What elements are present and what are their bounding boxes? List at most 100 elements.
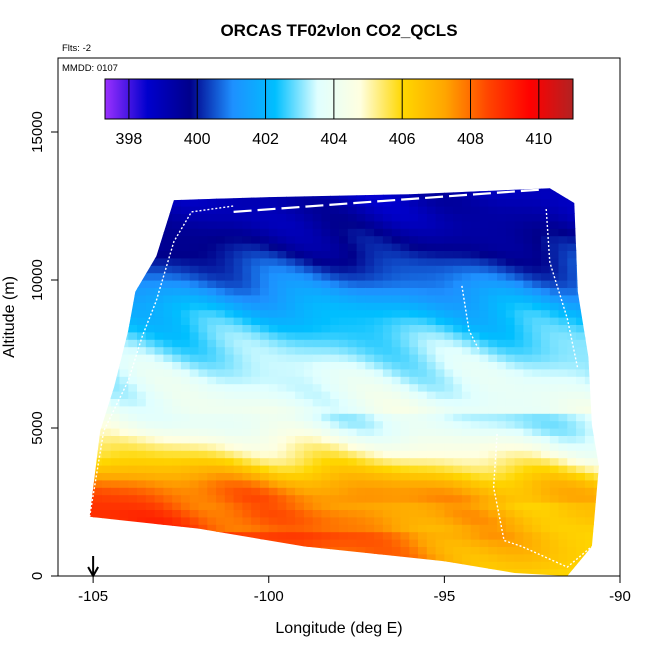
heatmap-cell bbox=[163, 302, 173, 311]
heatmap-cell bbox=[321, 346, 331, 355]
heatmap-cell bbox=[347, 243, 358, 251]
heatmap-cell bbox=[128, 457, 138, 466]
heatmap-cell bbox=[374, 428, 384, 436]
heatmap-cell bbox=[567, 309, 577, 318]
heatmap-cell bbox=[541, 376, 551, 385]
heatmap-cell bbox=[470, 294, 481, 303]
heatmap-cell bbox=[172, 346, 182, 355]
heatmap-cell bbox=[444, 235, 454, 244]
heatmap-cell bbox=[216, 509, 226, 518]
heatmap-cell bbox=[435, 502, 445, 510]
heatmap-cell bbox=[303, 331, 314, 340]
heatmap-cell bbox=[409, 553, 419, 562]
heatmap-cell bbox=[154, 472, 164, 481]
heatmap-cell bbox=[295, 398, 305, 407]
heatmap-cell bbox=[198, 206, 208, 214]
heatmap-cell bbox=[532, 287, 542, 296]
heatmap-cell bbox=[198, 457, 208, 466]
heatmap-cell bbox=[339, 376, 349, 385]
heatmap-cell bbox=[207, 339, 217, 348]
heatmap-cell bbox=[312, 228, 323, 237]
heatmap-cell bbox=[444, 324, 454, 333]
heatmap-cell bbox=[453, 220, 463, 229]
heatmap-cell bbox=[409, 479, 419, 488]
heatmap-cell bbox=[479, 302, 489, 311]
heatmap-cell bbox=[576, 457, 586, 466]
heatmap-cell bbox=[382, 420, 393, 429]
heatmap-cell bbox=[242, 405, 252, 414]
date-annotation: MMDD: 0107 bbox=[62, 63, 118, 74]
heatmap-cell bbox=[339, 494, 349, 503]
heatmap-cell bbox=[567, 472, 577, 481]
heatmap-cell bbox=[321, 391, 331, 399]
heatmap-cell bbox=[418, 272, 428, 281]
heatmap-cell bbox=[356, 413, 366, 422]
heatmap-cell bbox=[119, 354, 129, 362]
heatmap-cell bbox=[330, 457, 340, 466]
heatmap-cell bbox=[321, 413, 331, 422]
heatmap-cell bbox=[233, 287, 243, 296]
heatmap-cell bbox=[541, 502, 551, 510]
heatmap-cell bbox=[347, 509, 358, 518]
heatmap-cell bbox=[541, 188, 551, 192]
heatmap-cell bbox=[532, 553, 542, 562]
heatmap-cell bbox=[523, 361, 533, 370]
heatmap-cell bbox=[303, 428, 314, 436]
heatmap-cell bbox=[189, 339, 200, 348]
heatmap-cell bbox=[312, 516, 323, 525]
heatmap-cell bbox=[444, 228, 454, 237]
heatmap-cell bbox=[303, 198, 314, 207]
heatmap-cell bbox=[549, 339, 560, 348]
heatmap-cell bbox=[382, 405, 393, 414]
heatmap-cell bbox=[347, 324, 358, 333]
heatmap-cell bbox=[365, 191, 375, 200]
heatmap-cell bbox=[260, 487, 270, 496]
heatmap-cell bbox=[497, 331, 507, 340]
heatmap-cell bbox=[110, 494, 121, 503]
heatmap-cell bbox=[435, 539, 445, 547]
heatmap-cell bbox=[400, 472, 410, 481]
heatmap-cell bbox=[523, 516, 533, 525]
heatmap-cell bbox=[576, 509, 586, 518]
heatmap-cell bbox=[444, 413, 454, 422]
heatmap-cell bbox=[549, 524, 560, 533]
heatmap-cell bbox=[189, 472, 200, 481]
heatmap-cell bbox=[418, 502, 428, 510]
heatmap-cell bbox=[558, 213, 568, 222]
heatmap-cell bbox=[549, 265, 560, 274]
heatmap-cell bbox=[312, 457, 323, 466]
heatmap-cell bbox=[532, 220, 542, 229]
heatmap-cell bbox=[576, 376, 586, 385]
heatmap-cell bbox=[391, 442, 402, 451]
heatmap-cell bbox=[576, 539, 586, 547]
heatmap-cell bbox=[505, 509, 516, 518]
heatmap-cell bbox=[137, 420, 147, 429]
heatmap-cell bbox=[514, 420, 524, 429]
heatmap-cell bbox=[145, 405, 156, 414]
heatmap-cell bbox=[532, 524, 542, 533]
heatmap-cell bbox=[576, 405, 586, 414]
heatmap-cell bbox=[242, 339, 252, 348]
heatmap-cell bbox=[391, 235, 402, 244]
heatmap-cell bbox=[145, 376, 156, 385]
heatmap-cell bbox=[391, 376, 402, 385]
heatmap-cell bbox=[154, 265, 164, 274]
heatmap-cell bbox=[224, 235, 235, 244]
heatmap-cell bbox=[268, 294, 279, 303]
heatmap-cell bbox=[242, 472, 252, 481]
heatmap-cell bbox=[242, 524, 252, 533]
heatmap-cell bbox=[532, 472, 542, 481]
heatmap-cell bbox=[418, 539, 428, 547]
x-axis: -105 -100 -95 -90 bbox=[78, 576, 631, 605]
heatmap-cell bbox=[470, 309, 481, 318]
heatmap-cell bbox=[180, 250, 191, 259]
heatmap-cell bbox=[339, 457, 349, 466]
heatmap-cell bbox=[303, 272, 314, 281]
heatmap-cell bbox=[558, 339, 568, 348]
heatmap-cell bbox=[470, 243, 481, 251]
heatmap-cell bbox=[101, 428, 112, 436]
heatmap-cell bbox=[198, 243, 208, 251]
heatmap-cell bbox=[576, 502, 586, 510]
heatmap-cell bbox=[532, 257, 542, 266]
heatmap-cell bbox=[576, 354, 586, 362]
